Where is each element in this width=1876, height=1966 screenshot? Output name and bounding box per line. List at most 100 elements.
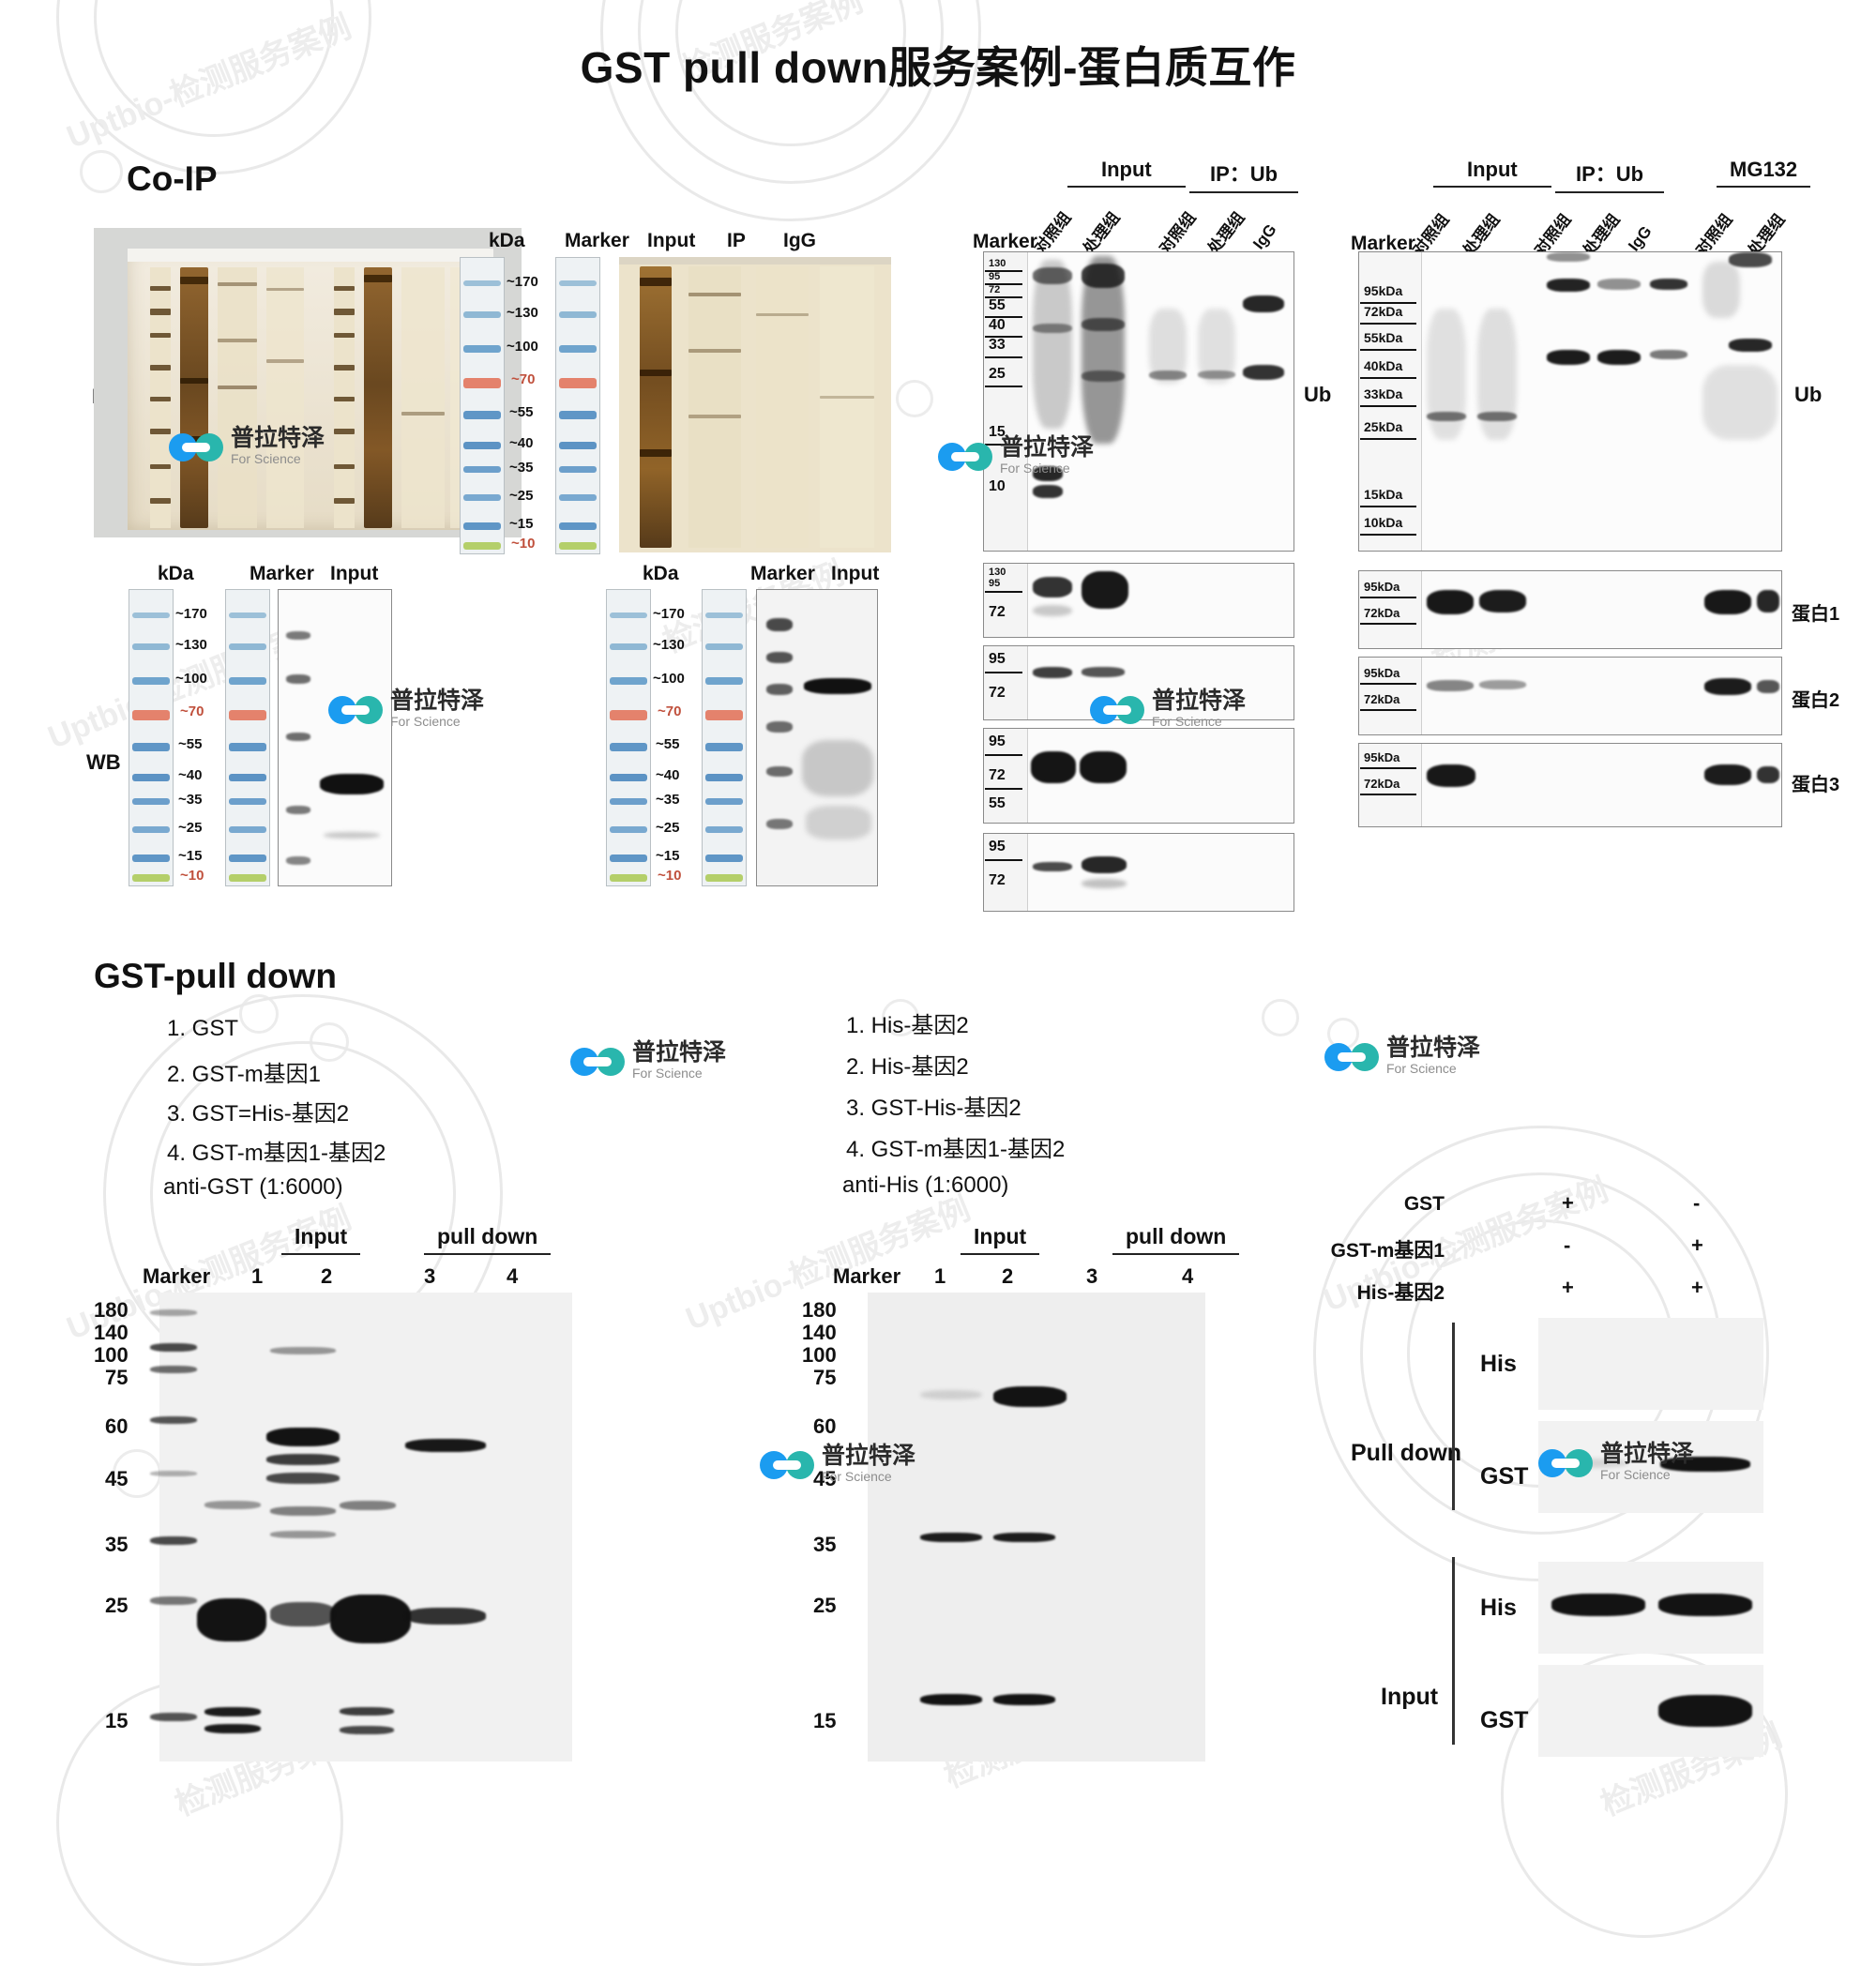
- gst2-lane-4: 4: [1182, 1264, 1194, 1288]
- matrix-value: +: [1562, 1191, 1574, 1215]
- ub-sub-blot-4: [983, 833, 1294, 912]
- logo-mark-icon: [938, 442, 992, 471]
- gst2-group-pulldown: pull down: [1112, 1224, 1240, 1255]
- ladder-tick: ~10: [658, 868, 682, 884]
- gst2-marker-tick: 140: [802, 1321, 837, 1344]
- marker-header-ub: Marker: [973, 231, 1037, 252]
- ladder-tick: ~100: [507, 339, 538, 355]
- lane-label-mg-4: IgG: [1625, 222, 1656, 255]
- ladder-tick: ~40: [509, 435, 534, 451]
- lane-label-input-gel2: Input: [647, 230, 696, 251]
- gst2-marker-tick: 60: [813, 1414, 837, 1438]
- ub-sub3-marker: 55: [989, 795, 1006, 811]
- ub-sub4-marker: 95: [989, 839, 1006, 854]
- logo-brand-en: For Science: [1386, 1061, 1457, 1076]
- gst-legend-2-item: 4. GST-m基因1-基因2: [846, 1137, 1066, 1162]
- lane-label-ip-gel2: IP: [727, 230, 746, 251]
- ub-sub3-marker: 95: [989, 733, 1006, 749]
- ladder-tick: ~55: [656, 736, 680, 752]
- gst1-group-pulldown: pull down: [424, 1224, 552, 1255]
- logo-mark-icon: [328, 695, 383, 724]
- wb-film-right: [756, 589, 878, 886]
- gst-blot-panel-2: [868, 1293, 1205, 1762]
- sub-blot-label-protein3: 蛋白3: [1792, 775, 1840, 795]
- gst2-lane-2: 2: [1002, 1264, 1014, 1288]
- kda-header-wb-left: kDa: [158, 563, 194, 584]
- gst-blot-panel-1: [150, 1293, 572, 1762]
- group-label-ipub: IP：Ub: [1189, 158, 1299, 193]
- lane-label-igg-gel2: IgG: [783, 230, 816, 251]
- protein-ladder-strip: [555, 257, 600, 554]
- gst2-marker-tick: 25: [813, 1594, 837, 1617]
- brand-logo: 普拉特泽 For Science: [938, 436, 1094, 476]
- ladder-tick: ~55: [178, 736, 203, 752]
- gst1-marker-tick: 140: [94, 1321, 129, 1344]
- kda-header-gel2: kDa: [489, 230, 525, 251]
- ub-sub-blot-3: [983, 728, 1294, 824]
- gst1-lane-1: 1: [251, 1264, 264, 1288]
- ladder-tick: ~100: [653, 671, 685, 687]
- ladder-tick: ~35: [178, 792, 203, 808]
- ub-sub3-marker: 72: [989, 767, 1006, 783]
- ub-marker-tick: 10: [989, 478, 1006, 494]
- brand-logo: 普拉特泽 For Science: [1090, 689, 1246, 730]
- gst-legend-1-item: 4. GST-m基因1-基因2: [167, 1141, 386, 1166]
- page-title: GST pull down服务案例-蛋白质互作: [580, 43, 1296, 92]
- ladder-tick: ~25: [178, 820, 203, 836]
- marker-header-mg: Marker: [1351, 233, 1415, 254]
- ub-marker-tick: 72: [989, 284, 1001, 295]
- brand-logo: 普拉特泽 For Science: [1324, 1036, 1480, 1077]
- ub-marker-tick: 33: [989, 337, 1006, 353]
- matrix-row-label-gst: GST: [1403, 1193, 1445, 1215]
- ub-marker-tick: 40: [989, 317, 1006, 333]
- logo-mark-icon: [1538, 1448, 1593, 1477]
- gst-legend-2-item: 2. His-基因2: [846, 1054, 969, 1080]
- protein-ladder-strip: [702, 589, 747, 886]
- ladder-tick: ~15: [656, 848, 680, 864]
- panel3-input-gst-blot: [1538, 1665, 1763, 1757]
- ub-sub1-marker: 130: [989, 567, 1006, 578]
- gst2-lane-1: 1: [934, 1264, 946, 1288]
- gst2-marker-tick: 180: [802, 1298, 837, 1322]
- logo-mark-icon: [169, 432, 223, 461]
- gst-antibody-2: anti-His (1:6000): [842, 1172, 1009, 1198]
- gst1-lane-marker: Marker: [143, 1264, 211, 1288]
- gst1-marker-tick: 60: [105, 1414, 129, 1438]
- gst1-group-input: Input: [281, 1224, 361, 1255]
- ladder-tick: ~10: [511, 536, 536, 552]
- group-label-mg132: MG132: [1717, 158, 1811, 188]
- logo-brand-en: For Science: [632, 1066, 703, 1081]
- matrix-value: +: [1691, 1233, 1703, 1257]
- kda-header-wb-right: kDa: [643, 563, 679, 584]
- gst2-group-input: Input: [961, 1224, 1040, 1255]
- ub-sub2-marker: 95: [989, 651, 1006, 667]
- ladder-tick: ~70: [180, 703, 204, 719]
- ub-sub1-marker: 72: [989, 604, 1006, 620]
- ladder-tick: ~70: [511, 371, 536, 387]
- matrix-value: +: [1691, 1276, 1703, 1299]
- ladder-tick: ~35: [656, 792, 680, 808]
- logo-mark-icon: [1090, 695, 1144, 724]
- ub-sub2-marker: 72: [989, 685, 1006, 701]
- gst2-marker-tick: 15: [813, 1709, 837, 1732]
- ladder-tick: ~25: [656, 820, 680, 836]
- wb-film-left: [278, 589, 392, 886]
- lane-label-marker-gel2: Marker: [565, 230, 629, 251]
- gst1-lane-2: 2: [321, 1264, 333, 1288]
- panel3-input-his-blot: [1538, 1562, 1763, 1654]
- brand-logo: 普拉特泽 For Science: [570, 1041, 726, 1081]
- ladder-tick: ~40: [656, 767, 680, 783]
- brand-logo: 普拉特泽 For Science: [1538, 1443, 1694, 1483]
- mg-sub1-marker: 95kDa: [1364, 580, 1400, 594]
- sub-blot-label-protein1: 蛋白1: [1792, 604, 1840, 625]
- ladder-tick: ~170: [175, 606, 207, 622]
- ub-sub-blot-1: [983, 563, 1294, 638]
- logo-brand-cn: 普拉特泽: [1000, 434, 1095, 461]
- protein-ladder-strip: [225, 589, 270, 886]
- ladder-tick: ~130: [507, 305, 538, 321]
- lane-label-ub-3: 处理组: [1204, 208, 1248, 258]
- lane-label-input-wb-left: Input: [330, 563, 379, 584]
- mg-marker-tick: 33kDa: [1364, 386, 1403, 401]
- matrix-value: -: [1564, 1233, 1571, 1257]
- group-label-ipub-mg: IP：Ub: [1555, 158, 1665, 193]
